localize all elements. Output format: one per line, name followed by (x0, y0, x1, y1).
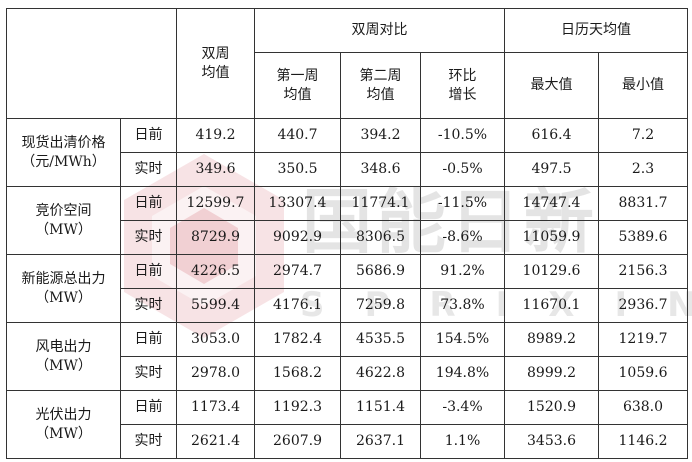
table-row: 实时 5599.4 4176.1 7259.8 73.8% 11670.1 2936.7 (7, 288, 688, 323)
table-row: 实时 349.6 350.5 348.6 -0.5% 497.5 2.3 (7, 152, 688, 187)
metric-name-cell: 光伏出力 （MW） (6, 390, 121, 459)
week1-avg-cell: 440.7 (254, 118, 341, 153)
double-week-avg-cell: 5599.4 (176, 288, 255, 323)
double-week-avg-cell: 349.6 (176, 152, 255, 187)
week1-avg-cell: 4176.1 (254, 288, 341, 323)
header-empty-cell (6, 8, 177, 119)
min-cell: 1146.2 (598, 424, 688, 459)
min-cell: 5389.6 (598, 220, 688, 255)
market-type-cell: 日前 (120, 186, 177, 221)
max-cell: 8989.2 (504, 322, 599, 357)
market-type-cell: 实时 (120, 220, 177, 255)
ratio-cell: 1.1% (420, 424, 505, 459)
max-cell: 14747.4 (504, 186, 599, 221)
week1-avg-cell: 9092.9 (254, 220, 341, 255)
ratio-cell: 154.5% (420, 322, 505, 357)
metric-name-cell: 风电出力 （MW） (6, 322, 121, 391)
header-ratio-growth: 环比 增长 (420, 52, 505, 119)
week2-avg-cell: 4622.8 (340, 356, 421, 391)
week1-avg-cell: 13307.4 (254, 186, 341, 221)
week2-avg-cell: 348.6 (340, 152, 421, 187)
table-row: 实时 8729.9 9092.9 8306.5 -8.6% 11059.9 5389.6 (7, 220, 688, 255)
week2-avg-cell: 5686.9 (340, 254, 421, 289)
double-week-avg-cell: 3053.0 (176, 322, 255, 357)
week1-avg-cell: 2607.9 (254, 424, 341, 459)
min-cell: 2156.3 (598, 254, 688, 289)
table-row: 新能源总出力 （MW） 日前 4226.5 2974.7 5686.9 91.2% 10129… (6, 254, 688, 323)
week2-avg-cell: 2637.1 (340, 424, 421, 459)
double-week-avg-cell: 2978.0 (176, 356, 255, 391)
ratio-cell: 73.8% (420, 288, 505, 323)
ratio-cell: 91.2% (420, 254, 505, 289)
double-week-avg-cell: 1173.4 (176, 390, 255, 425)
max-cell: 1520.9 (504, 390, 599, 425)
weekly-comparison-table: 双周 均值 双周对比 日历天均值 第一周 均值 第二周 均值 环比 增长 最大值 最小值… (6, 8, 688, 459)
min-cell: 2936.7 (598, 288, 688, 323)
week2-avg-cell: 8306.5 (340, 220, 421, 255)
double-week-avg-cell: 12599.7 (176, 186, 255, 221)
market-type-cell: 日前 (120, 118, 177, 153)
max-cell: 11670.1 (504, 288, 599, 323)
table-body: 现货出清价格 （元/MWh） 日前 419.2 440.7 394.2 -10.5% 616.… (6, 118, 688, 459)
max-cell: 10129.6 (504, 254, 599, 289)
market-type-cell: 实时 (120, 152, 177, 187)
ratio-cell: -0.5% (420, 152, 505, 187)
week1-avg-cell: 1192.3 (254, 390, 341, 425)
max-cell: 616.4 (504, 118, 599, 153)
week1-avg-cell: 1568.2 (254, 356, 341, 391)
ratio-cell: -10.5% (420, 118, 505, 153)
market-type-cell: 实时 (120, 356, 177, 391)
double-week-avg-cell: 419.2 (176, 118, 255, 153)
metric-name-cell: 新能源总出力 （MW） (6, 254, 121, 323)
market-type-cell: 日前 (120, 322, 177, 357)
table-row: 风电出力 （MW） 日前 3053.0 1782.4 4535.5 154.5% 8989.2… (6, 322, 688, 391)
market-type-cell: 日前 (120, 390, 177, 425)
min-cell: 2.3 (598, 152, 688, 187)
min-cell: 1059.6 (598, 356, 688, 391)
ratio-cell: -11.5% (420, 186, 505, 221)
header-max: 最大值 (504, 52, 599, 119)
min-cell: 638.0 (598, 390, 688, 425)
table-row: 竞价空间 （MW） 日前 12599.7 13307.4 11774.1 -11.5% 147… (6, 186, 688, 255)
max-cell: 497.5 (504, 152, 599, 187)
header-calendar-day-avg: 日历天均值 (504, 8, 688, 53)
week2-avg-cell: 1151.4 (340, 390, 421, 425)
header-week1-avg: 第一周 均值 (254, 52, 341, 119)
week1-avg-cell: 1782.4 (254, 322, 341, 357)
market-type-cell: 实时 (120, 288, 177, 323)
week1-avg-cell: 350.5 (254, 152, 341, 187)
double-week-avg-cell: 8729.9 (176, 220, 255, 255)
table-row: 光伏出力 （MW） 日前 1173.4 1192.3 1151.4 -3.4% 1520.9 6… (6, 390, 688, 459)
market-type-cell: 实时 (120, 424, 177, 459)
double-week-avg-cell: 4226.5 (176, 254, 255, 289)
double-week-avg-cell: 2621.4 (176, 424, 255, 459)
metric-name-cell: 现货出清价格 （元/MWh） (6, 118, 121, 187)
week2-avg-cell: 4535.5 (340, 322, 421, 357)
max-cell: 11059.9 (504, 220, 599, 255)
max-cell: 3453.6 (504, 424, 599, 459)
week2-avg-cell: 394.2 (340, 118, 421, 153)
table-row: 现货出清价格 （元/MWh） 日前 419.2 440.7 394.2 -10.5% 616.… (6, 118, 688, 187)
min-cell: 8831.7 (598, 186, 688, 221)
table-row: 实时 2621.4 2607.9 2637.1 1.1% 3453.6 1146.2 (7, 424, 688, 459)
header-week2-avg: 第二周 均值 (340, 52, 421, 119)
ratio-cell: 194.8% (420, 356, 505, 391)
week2-avg-cell: 11774.1 (340, 186, 421, 221)
ratio-cell: -8.6% (420, 220, 505, 255)
max-cell: 8999.2 (504, 356, 599, 391)
min-cell: 7.2 (598, 118, 688, 153)
market-type-cell: 日前 (120, 254, 177, 289)
header-double-week-compare: 双周对比 (254, 8, 505, 53)
week1-avg-cell: 2974.7 (254, 254, 341, 289)
week2-avg-cell: 7259.8 (340, 288, 421, 323)
ratio-cell: -3.4% (420, 390, 505, 425)
header-double-week-avg: 双周 均值 (176, 8, 255, 119)
metric-name-cell: 竞价空间 （MW） (6, 186, 121, 255)
min-cell: 1219.7 (598, 322, 688, 357)
header-min: 最小值 (598, 52, 688, 119)
